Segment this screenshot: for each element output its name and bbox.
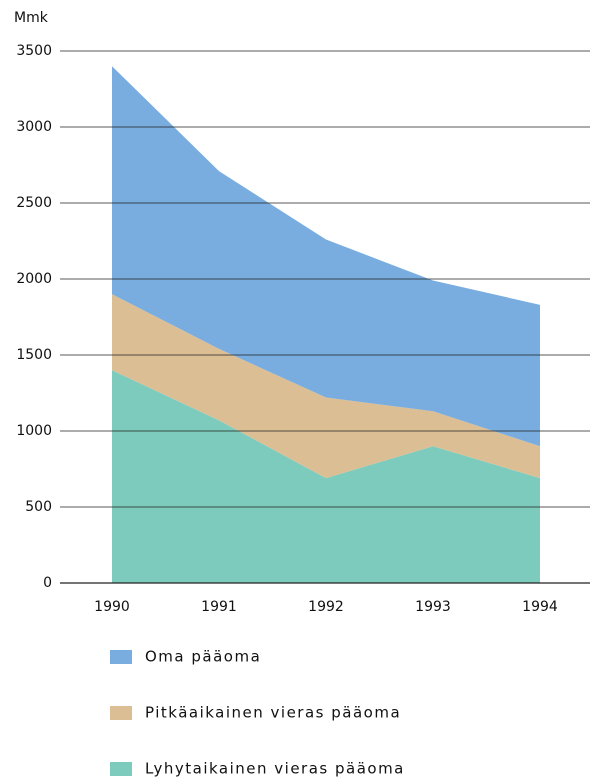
y-tick-label: 3000 xyxy=(16,119,52,135)
area xyxy=(112,370,540,583)
y-tick-label: 1000 xyxy=(16,423,52,439)
x-tick-label: 1994 xyxy=(522,599,558,615)
area xyxy=(112,66,540,447)
y-tick-label: 0 xyxy=(43,575,52,591)
legend-swatch xyxy=(110,650,132,664)
x-tick-label: 1991 xyxy=(201,599,237,615)
legend-text: Lyhytaikainen vieras pääoma xyxy=(145,760,405,778)
legend-text: Pitkäaikainen vieras pääoma xyxy=(145,704,401,722)
x-tick-label: 1992 xyxy=(308,599,344,615)
x-tick-label: 1993 xyxy=(415,599,451,615)
legend-swatch xyxy=(110,706,132,720)
area xyxy=(112,294,540,479)
y-tick-label: 500 xyxy=(25,499,52,515)
y-axis-label: Mmk xyxy=(14,10,49,26)
y-tick-label: 2500 xyxy=(16,195,52,211)
y-tick-label: 2000 xyxy=(16,271,52,287)
legend-swatch xyxy=(110,762,132,776)
x-tick-label: 1990 xyxy=(94,599,130,615)
legend-text: Oma pääoma xyxy=(145,648,261,666)
y-tick-label: 1500 xyxy=(16,347,52,363)
y-tick-label: 3500 xyxy=(16,43,52,59)
